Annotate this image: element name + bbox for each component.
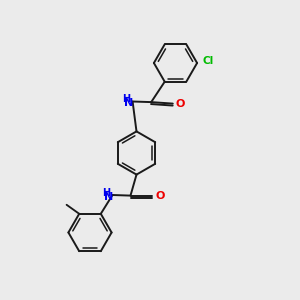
- Text: H: H: [122, 94, 130, 104]
- Text: N: N: [124, 98, 133, 108]
- Text: Cl: Cl: [202, 56, 214, 66]
- Text: O: O: [155, 190, 164, 201]
- Text: N: N: [104, 191, 113, 202]
- Text: O: O: [176, 99, 185, 109]
- Text: H: H: [102, 188, 110, 198]
